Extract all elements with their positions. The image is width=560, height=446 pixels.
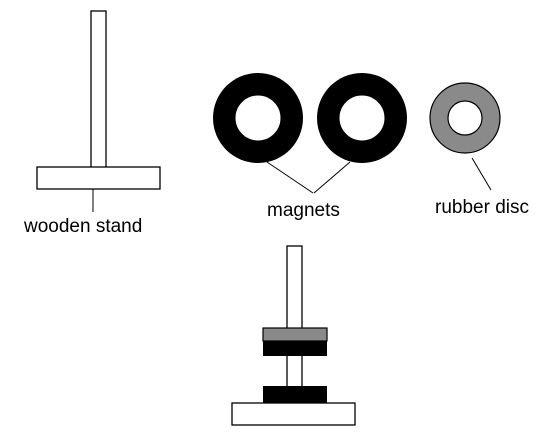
assembly-base — [231, 402, 356, 426]
stand-post — [90, 10, 107, 169]
magnet-right-hole — [338, 94, 386, 142]
assembly-post — [286, 245, 303, 407]
assembly-rubber-disc — [262, 327, 328, 342]
assembled-apparatus — [231, 245, 356, 426]
rubber-disc — [429, 82, 501, 154]
assembly-upper-magnet — [263, 341, 327, 356]
rubber-disc-hole — [447, 100, 483, 136]
rubber-leader-line — [471, 157, 492, 191]
assembly-lower-magnet — [263, 386, 327, 403]
magnet-leader-left — [266, 161, 314, 194]
magnet-left — [213, 73, 303, 163]
label-magnets: magnets — [267, 200, 340, 221]
magnet-right — [317, 73, 407, 163]
wooden-stand — [36, 10, 161, 190]
label-rubber-disc: rubber disc — [435, 197, 529, 218]
magnet-left-hole — [234, 94, 282, 142]
stand-base — [36, 166, 161, 190]
magnet-leader-right — [313, 161, 351, 194]
label-wooden-stand: wooden stand — [24, 216, 143, 237]
